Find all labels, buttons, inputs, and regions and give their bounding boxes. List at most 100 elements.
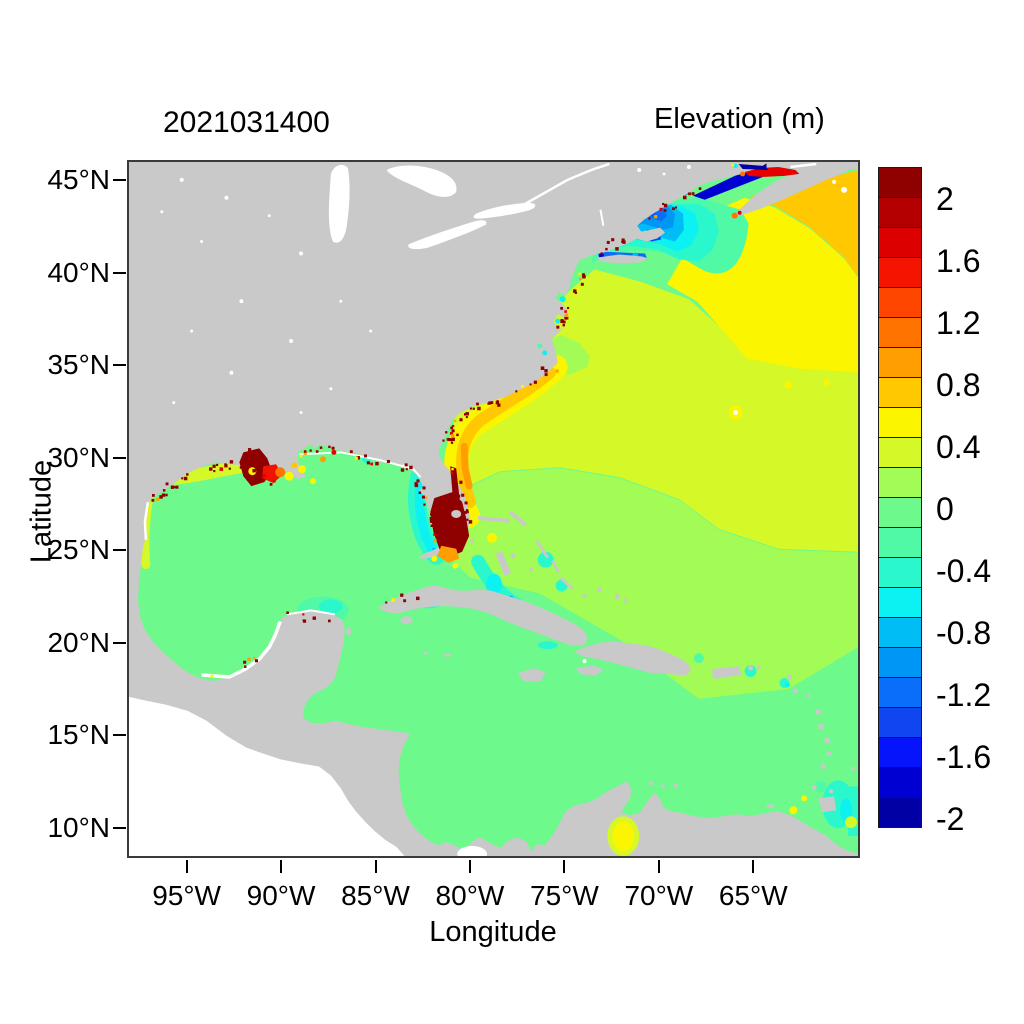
x-tick-label: 80°W bbox=[435, 880, 505, 911]
wet-dry-speckle bbox=[582, 274, 586, 279]
wet-dry-speckle bbox=[175, 485, 179, 489]
wet-dry-speckle bbox=[463, 511, 467, 514]
wet-dry-speckle bbox=[556, 325, 560, 329]
colorbar-tick-label: 1.6 bbox=[936, 243, 981, 279]
wet-dry-speckle bbox=[576, 287, 580, 291]
wet-dry-speckle bbox=[430, 524, 434, 527]
wet-dry-speckle bbox=[170, 485, 175, 489]
wet-dry-speckle bbox=[165, 482, 169, 486]
wet-dry-speckle bbox=[438, 538, 442, 542]
colorbar-cell bbox=[878, 467, 922, 498]
wet-dry-speckle bbox=[578, 272, 581, 276]
map-plot-frame bbox=[127, 160, 860, 858]
wet-dry-speckle bbox=[405, 468, 408, 471]
wet-dry-speckle bbox=[663, 209, 667, 212]
land-hispaniola bbox=[575, 641, 691, 676]
y-tick-mark bbox=[113, 826, 126, 829]
wet-dry-speckle bbox=[269, 483, 273, 486]
wet-dry-speckle bbox=[560, 318, 564, 322]
y-tick-label: 25°N bbox=[47, 534, 110, 565]
wet-dry-speckle bbox=[224, 464, 228, 468]
colorbar-tick-label: 2 bbox=[936, 181, 954, 217]
wet-dry-speckle bbox=[251, 459, 255, 463]
wet-dry-speckle bbox=[286, 611, 289, 614]
wet-dry-speckle bbox=[247, 657, 251, 661]
wet-dry-speckle bbox=[611, 238, 615, 242]
wet-dry-speckle bbox=[431, 509, 435, 513]
wet-dry-speckle bbox=[463, 413, 467, 416]
wet-dry-speckle bbox=[562, 323, 566, 327]
wet-dry-speckle bbox=[303, 450, 307, 453]
wet-dry-speckle bbox=[582, 273, 585, 277]
y-tick-mark bbox=[113, 456, 126, 459]
wet-dry-speckle bbox=[244, 665, 247, 668]
wet-dry-speckle bbox=[212, 464, 216, 468]
wet-dry-speckle bbox=[472, 407, 475, 410]
wet-dry-speckle bbox=[224, 463, 227, 466]
wet-dry-speckle bbox=[544, 369, 548, 373]
wet-dry-speckle bbox=[425, 496, 428, 499]
wet-dry-speckle bbox=[469, 407, 472, 410]
x-tick-mark bbox=[374, 860, 377, 873]
wet-dry-speckle bbox=[447, 438, 451, 441]
wet-dry-speckle bbox=[450, 441, 454, 444]
colorbar-cell bbox=[878, 767, 922, 798]
colorbar-cell bbox=[878, 377, 922, 408]
lake-ontario bbox=[473, 202, 536, 219]
wet-dry-speckle bbox=[354, 456, 358, 460]
wet-dry-speckle bbox=[429, 516, 433, 521]
colorbar-cell bbox=[878, 437, 922, 468]
x-tick-mark bbox=[280, 860, 283, 873]
wet-dry-speckle bbox=[216, 463, 219, 467]
wet-dry-speckle bbox=[219, 467, 224, 471]
x-axis-label: Longitude bbox=[429, 916, 557, 948]
wet-dry-speckle bbox=[416, 479, 420, 483]
land-jamaica bbox=[517, 668, 546, 683]
colorbar-cell bbox=[878, 527, 922, 558]
wet-dry-speckle bbox=[573, 289, 577, 293]
wet-dry-speckle bbox=[698, 187, 702, 190]
wet-dry-speckle bbox=[328, 445, 331, 449]
land-bahamas bbox=[470, 510, 628, 603]
x-tick-label: 65°W bbox=[718, 880, 788, 911]
colorbar-cell bbox=[878, 557, 922, 588]
colorbar-cell bbox=[878, 287, 922, 318]
wet-dry-speckle bbox=[490, 401, 494, 405]
colorbar-tick-label: -2 bbox=[936, 801, 965, 837]
wet-dry-speckle bbox=[248, 448, 252, 452]
x-tick-mark bbox=[657, 860, 660, 873]
y-tick-label: 20°N bbox=[47, 626, 110, 658]
wet-dry-speckle bbox=[682, 195, 687, 200]
colorbar-cell bbox=[878, 677, 922, 708]
wet-dry-speckle bbox=[564, 310, 567, 313]
wet-dry-speckle bbox=[445, 431, 448, 434]
wet-dry-speckle bbox=[600, 252, 603, 255]
colorbar-cell bbox=[878, 587, 922, 618]
wet-dry-speckle bbox=[560, 319, 564, 324]
wet-dry-speckle bbox=[621, 238, 625, 242]
wet-dry-speckle bbox=[429, 520, 433, 523]
wet-dry-speckle bbox=[663, 203, 668, 208]
wet-dry-speckle bbox=[566, 306, 570, 310]
timestamp-title: 2021031400 bbox=[163, 106, 330, 139]
wet-dry-speckle bbox=[465, 412, 469, 416]
wet-dry-speckle bbox=[422, 486, 426, 490]
land-shapes bbox=[129, 162, 858, 856]
wet-dry-speckle bbox=[272, 479, 276, 483]
colorbar-tick-label: 0 bbox=[936, 491, 954, 527]
wet-dry-speckle bbox=[691, 192, 695, 196]
wet-dry-speckle bbox=[488, 401, 492, 405]
wet-dry-speckle bbox=[259, 464, 263, 468]
colorbar-cell bbox=[878, 497, 922, 528]
wet-dry-speckle bbox=[165, 493, 168, 497]
wet-dry-speckle bbox=[465, 509, 469, 512]
coastal-wet-dry-speckles bbox=[151, 187, 702, 679]
wet-dry-speckle bbox=[615, 247, 619, 251]
y-tick-mark bbox=[113, 549, 126, 551]
colorbar-tick-label: 1.2 bbox=[936, 305, 981, 341]
wet-dry-speckle bbox=[540, 366, 545, 371]
colorbar-tick-label: -1.6 bbox=[936, 739, 992, 775]
colorbar-title: Elevation (m) bbox=[654, 103, 825, 135]
y-tick-mark bbox=[113, 271, 126, 274]
wet-dry-speckle bbox=[662, 202, 665, 206]
